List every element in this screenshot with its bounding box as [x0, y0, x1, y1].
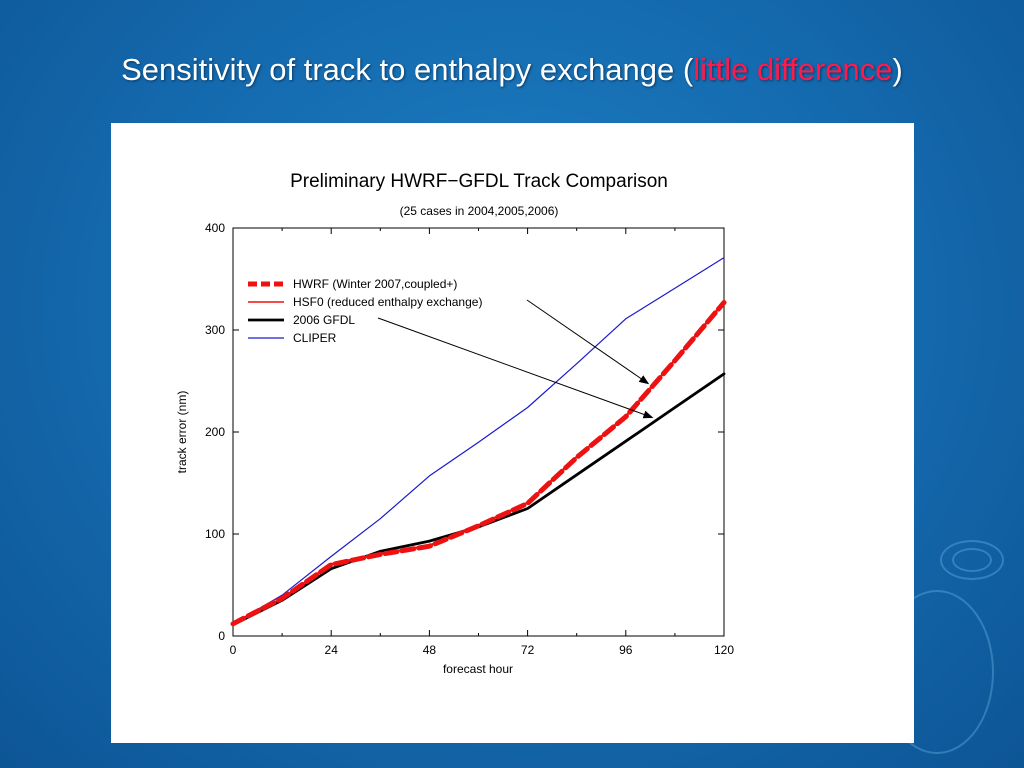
chart-figure: Preliminary HWRF−GFDL Track Comparison (…: [111, 123, 914, 743]
chart-title: Preliminary HWRF−GFDL Track Comparison: [290, 171, 668, 192]
slide-title-suffix: ): [892, 52, 903, 87]
chart-legend: HWRF (Winter 2007,coupled+) HSF0 (reduced…: [248, 277, 482, 345]
axis-ticks: 0 24 48 72 96 120 0 100 200 300 400: [205, 221, 734, 657]
series-lines: [230, 257, 727, 627]
annotation-arrow: [526, 299, 650, 385]
ripple-decoration: [952, 548, 992, 572]
x-tick-label: 0: [230, 643, 237, 657]
y-axis-label: track error (nm): [175, 391, 189, 474]
y-tick-label: 300: [205, 323, 225, 337]
slide-title-highlight: little difference: [693, 52, 893, 87]
legend-label-hwrf: HWRF (Winter 2007,coupled+): [293, 277, 457, 291]
x-tick-label: 48: [423, 643, 437, 657]
slide-title-text: Sensitivity of track to enthalpy exchang…: [121, 52, 694, 87]
chart-subtitle: (25 cases in 2004,2005,2006): [400, 204, 559, 218]
ripple-decoration: [940, 540, 1004, 580]
series-line-cliper: [232, 257, 725, 625]
y-tick-label: 100: [205, 527, 225, 541]
x-tick-label: 96: [619, 643, 633, 657]
series-line-hwrf: [230, 300, 727, 627]
legend-label-gfdl: 2006 GFDL: [293, 313, 355, 327]
x-tick-label: 72: [521, 643, 535, 657]
legend-label-hsf0: HSF0 (reduced enthalpy exchange): [293, 295, 482, 309]
x-tick-label: 24: [325, 643, 339, 657]
series-line-gfdl: [231, 372, 726, 627]
annotation-arrows: [377, 299, 654, 419]
track-error-chart: Preliminary HWRF−GFDL Track Comparison (…: [175, 171, 734, 676]
slide-title: Sensitivity of track to enthalpy exchang…: [0, 52, 1024, 88]
y-tick-label: 0: [218, 629, 225, 643]
annotation-arrow: [377, 317, 654, 419]
legend-label-cliper: CLIPER: [293, 331, 337, 345]
y-tick-label: 400: [205, 221, 225, 235]
x-tick-label: 120: [714, 643, 734, 657]
y-tick-label: 200: [205, 425, 225, 439]
x-axis-label: forecast hour: [443, 662, 513, 676]
